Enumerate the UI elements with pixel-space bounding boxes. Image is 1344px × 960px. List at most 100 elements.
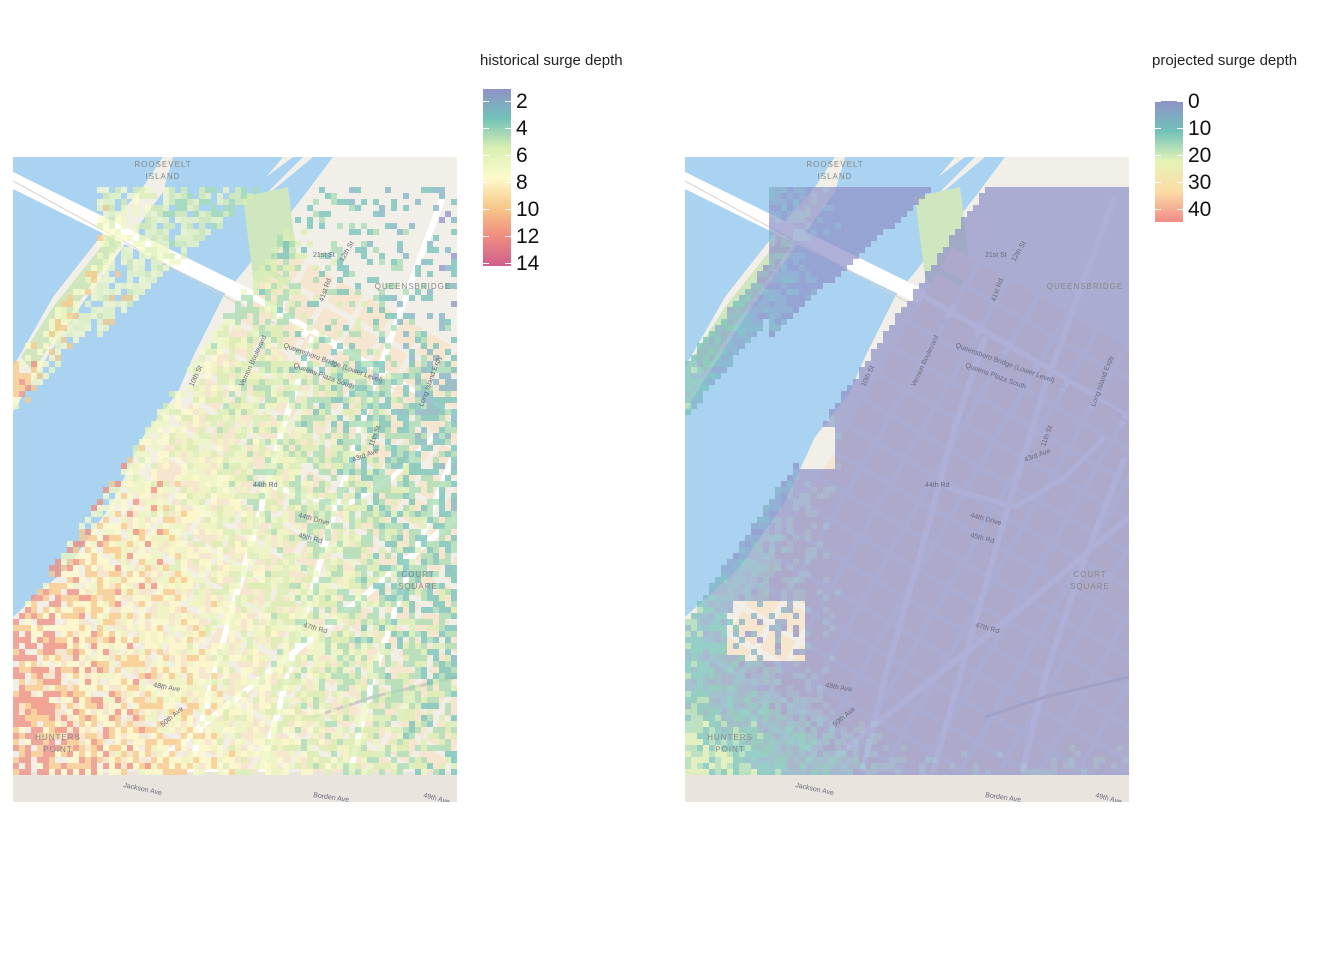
surge-cell [241, 427, 247, 433]
surge-cell [847, 241, 853, 247]
surge-cell [853, 211, 859, 217]
surge-cell [253, 529, 259, 535]
surge-cell [223, 511, 229, 517]
surge-cell [247, 193, 253, 199]
surge-cell [127, 253, 133, 259]
surge-cell [67, 691, 73, 697]
surge-cell [415, 643, 421, 649]
surge-cell [181, 559, 187, 565]
surge-cell [1075, 247, 1081, 253]
surge-cell [829, 241, 835, 247]
block [355, 435, 392, 471]
surge-cell [121, 661, 127, 667]
surge-cell [97, 703, 103, 709]
surge-cell [349, 679, 355, 685]
surge-cell [121, 547, 127, 553]
surge-cell [175, 571, 181, 577]
surge-cell [223, 721, 229, 727]
surge-cell [781, 223, 787, 229]
surge-cell [211, 679, 217, 685]
surge-cell [163, 685, 169, 691]
surge-cell [103, 493, 109, 499]
surge-cell [289, 475, 295, 481]
surge-cell [289, 643, 295, 649]
surge-cell [55, 595, 61, 601]
surge-cell [103, 577, 109, 583]
surge-cell [859, 211, 865, 217]
surge-cell [175, 739, 181, 745]
surge-cell [97, 553, 103, 559]
surge-cell [967, 217, 973, 223]
surge-cell [403, 619, 409, 625]
surge-cell [397, 397, 403, 403]
surge-cell [1009, 217, 1015, 223]
surge-cell [421, 361, 427, 367]
surge-cell [253, 439, 259, 445]
surge-cell [367, 529, 373, 535]
surge-cell [283, 655, 289, 661]
surge-cell [139, 619, 145, 625]
surge-cell [355, 205, 361, 211]
surge-cell [295, 367, 301, 373]
surge-cell [451, 631, 457, 637]
surge-cell [43, 607, 49, 613]
surge-cell [253, 421, 259, 427]
surge-cell [133, 229, 139, 235]
surge-cell [169, 697, 175, 703]
surge-cell [385, 529, 391, 535]
surge-cell [283, 241, 289, 247]
surge-cell [331, 673, 337, 679]
surge-cell [1033, 229, 1039, 235]
surge-cell [1081, 253, 1087, 259]
surge-cell [985, 253, 991, 259]
surge-cell [145, 727, 151, 733]
surge-cell [235, 427, 241, 433]
surge-cell [91, 505, 97, 511]
surge-cell [397, 481, 403, 487]
surge-cell [205, 463, 211, 469]
surge-cell [427, 349, 433, 355]
surge-cell [391, 499, 397, 505]
surge-cell [373, 757, 379, 763]
surge-cell [307, 427, 313, 433]
surge-cell [415, 463, 421, 469]
surge-cell [439, 499, 445, 505]
surge-cell [433, 697, 439, 703]
surge-cell [127, 619, 133, 625]
surge-cell [277, 235, 283, 241]
surge-cell [241, 679, 247, 685]
surge-cell [355, 655, 361, 661]
surge-cell [19, 385, 25, 391]
surge-cell [211, 211, 217, 217]
surge-cell [187, 223, 193, 229]
surge-cell [163, 253, 169, 259]
surge-cell [67, 643, 73, 649]
surge-cell [415, 415, 421, 421]
surge-cell [325, 589, 331, 595]
surge-cell [253, 589, 259, 595]
surge-cell [367, 361, 373, 367]
surge-cell [145, 541, 151, 547]
surge-cell [205, 691, 211, 697]
surge-cell [265, 361, 271, 367]
surge-cell [127, 649, 133, 655]
surge-cell [175, 667, 181, 673]
surge-cell [199, 349, 205, 355]
surge-cell [805, 211, 811, 217]
surge-cell [439, 763, 445, 769]
surge-cell [403, 415, 409, 421]
surge-cell [73, 763, 79, 769]
surge-cell [391, 451, 397, 457]
surge-cell [79, 673, 85, 679]
surge-cell [391, 625, 397, 631]
surge-cell [151, 421, 157, 427]
surge-cell [415, 631, 421, 637]
surge-cell [241, 517, 247, 523]
surge-cell [235, 643, 241, 649]
surge-cell [361, 583, 367, 589]
surge-cell [109, 673, 115, 679]
surge-cell [253, 325, 259, 331]
surge-cell [301, 637, 307, 643]
surge-cell [907, 193, 913, 199]
surge-cell [253, 415, 259, 421]
